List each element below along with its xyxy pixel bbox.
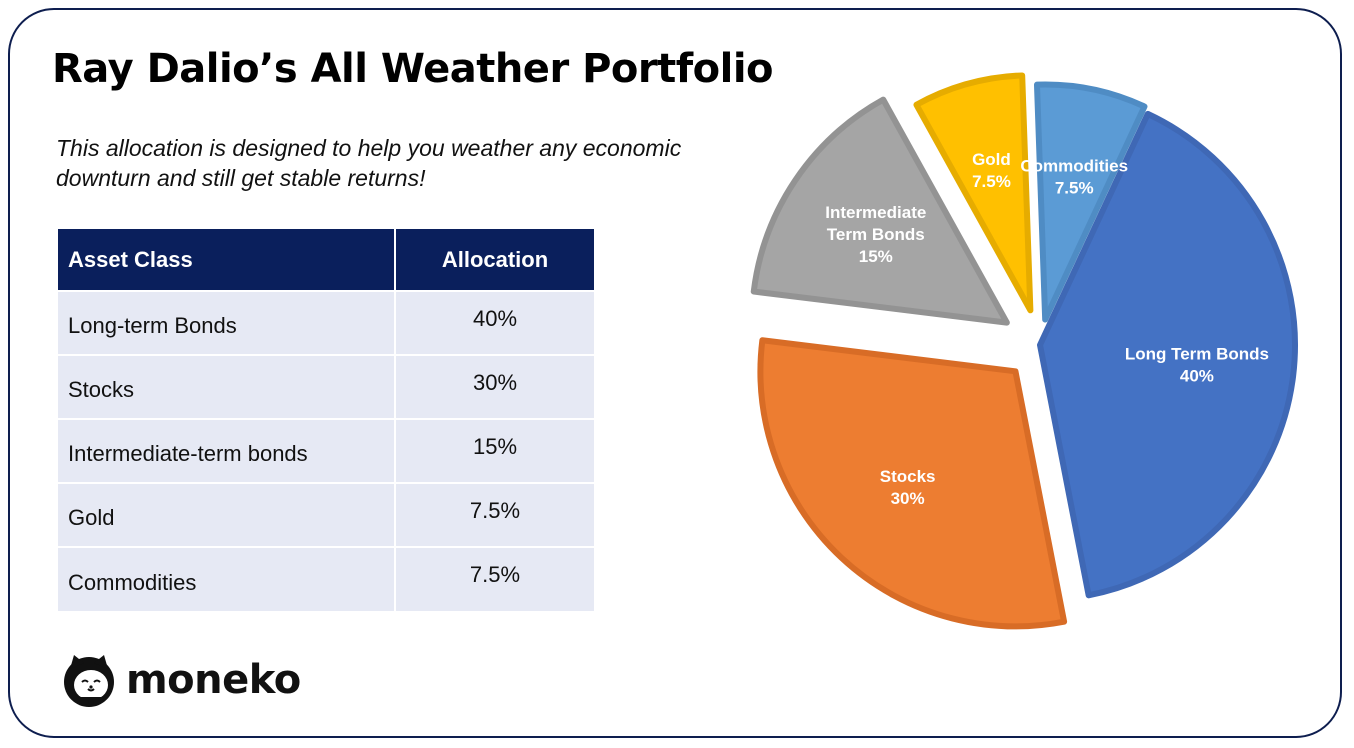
allocation-pie-chart: Long Term Bonds 40% Stocks 30% Intermediate T…: [750, 72, 1298, 630]
pie-slice: [750, 96, 1010, 326]
page-title: Ray Dalio’s All Weather Portfolio: [52, 46, 774, 92]
allocation-table: Asset Class Allocation Long-term Bonds 4…: [58, 229, 594, 611]
slice-label: Intermediate Term Bonds 15%: [825, 203, 926, 266]
slice-label: Stocks 30%: [880, 467, 936, 508]
asset-cell: Commodities: [58, 546, 396, 611]
brand-logo: moneko: [60, 650, 301, 710]
pie-slice: [757, 337, 1068, 630]
page-subtitle: This allocation is designed to help you …: [56, 135, 682, 191]
table-row: Gold 7.5%: [58, 482, 594, 547]
pie-slice: [1033, 81, 1148, 323]
table-row: Commodities 7.5%: [58, 546, 594, 611]
header-allocation: Allocation: [395, 229, 594, 291]
brand-name: moneko: [126, 657, 301, 703]
asset-cell: Stocks: [58, 354, 396, 419]
cat-face-icon: [64, 655, 114, 707]
allocation-cell: 30%: [395, 354, 594, 419]
allocation-cell: 7.5%: [395, 482, 594, 547]
table-row: Long-term Bonds 40%: [58, 290, 594, 355]
asset-cell: Intermediate-term bonds: [58, 418, 396, 483]
asset-cell: Long-term Bonds: [58, 290, 396, 355]
header-asset-class: Asset Class: [58, 229, 396, 291]
pie-slice: [1037, 110, 1298, 599]
allocation-cell: 7.5%: [395, 546, 594, 611]
allocation-cell: 15%: [395, 418, 594, 483]
pie-slice: [913, 72, 1034, 314]
allocation-cell: 40%: [395, 290, 594, 355]
asset-cell: Gold: [58, 482, 396, 547]
table-row: Stocks 30%: [58, 354, 594, 419]
table-row: Intermediate-term bonds 15%: [58, 418, 594, 483]
slice-label: Gold 7.5%: [972, 150, 1011, 191]
table-header-row: Asset Class Allocation: [58, 229, 594, 291]
slice-label: Commodities 7.5%: [1020, 157, 1128, 198]
slice-label: Long Term Bonds 40%: [1125, 344, 1269, 385]
